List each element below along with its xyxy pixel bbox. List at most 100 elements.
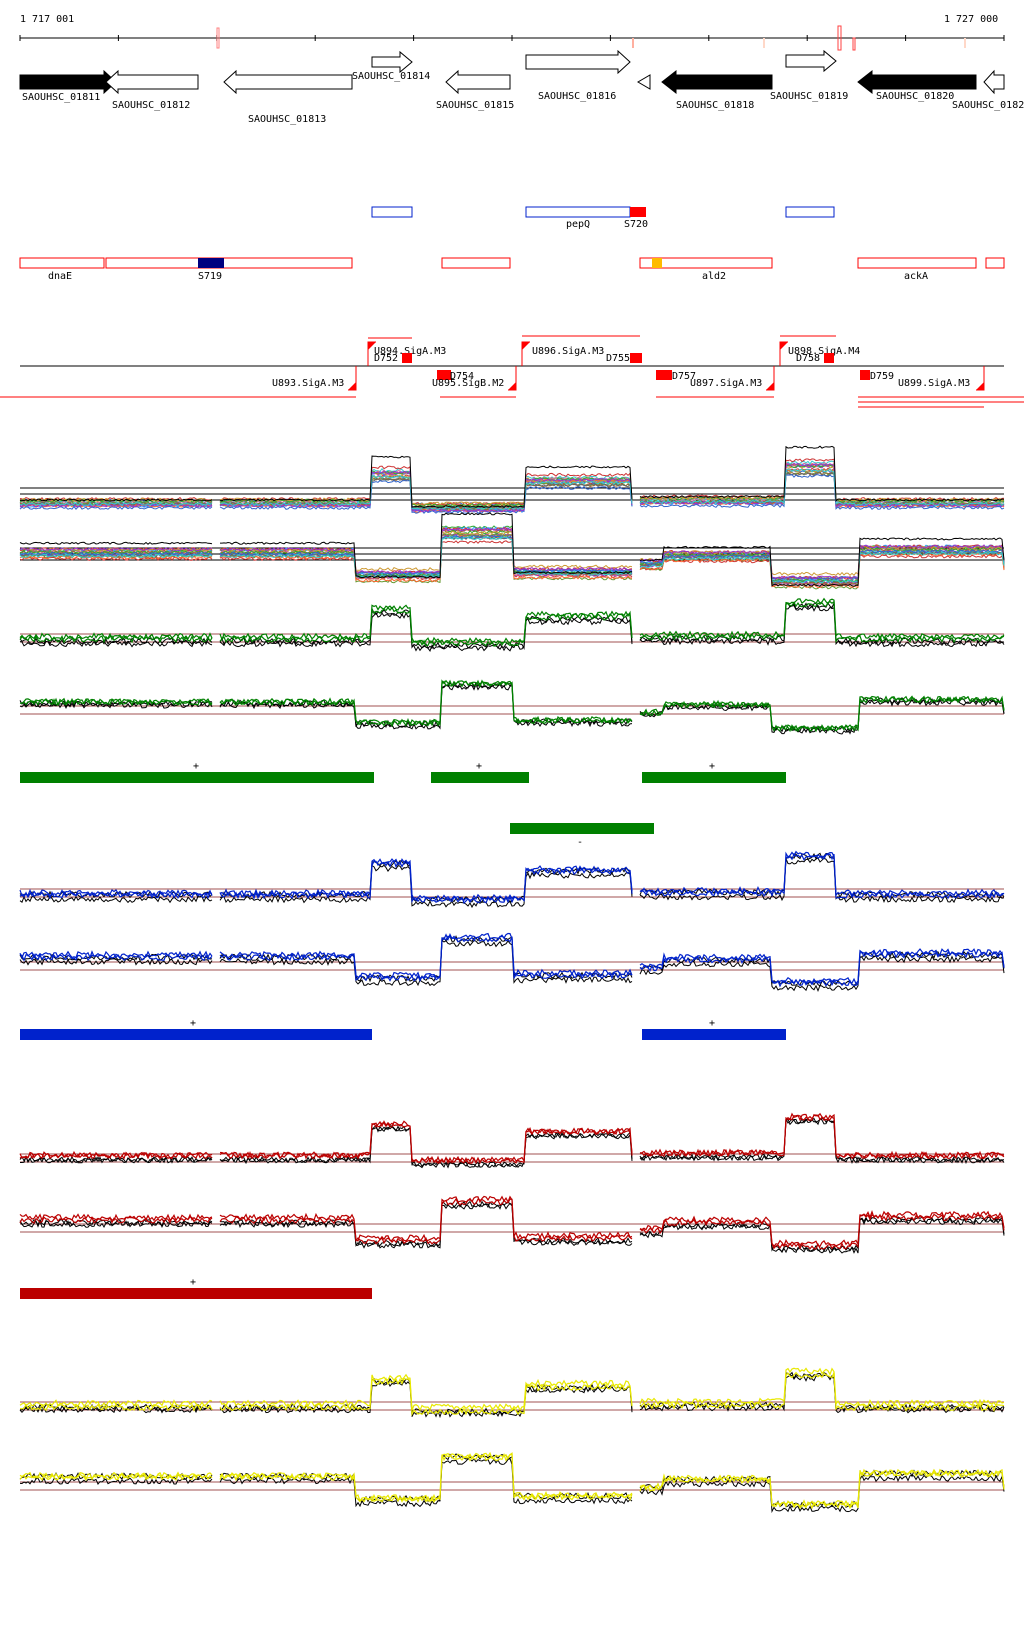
gene-label: SAOUHSC_01818 — [676, 100, 754, 111]
promoter-label: U898.SigA.M4 — [788, 346, 860, 357]
minus-feature-track: dnaE S719 ald2 ackA — [19, 257, 1005, 282]
segment-bar-green[interactable] — [510, 823, 654, 834]
gene-label: SAOUHSC_01815 — [436, 100, 514, 111]
promoter-label: U895.SigB.M2 — [432, 378, 504, 389]
promoter-marker[interactable] — [437, 370, 451, 380]
segment-bar-red[interactable] — [20, 1288, 372, 1299]
condition-track-green — [19, 679, 1005, 735]
segment-bar-green[interactable] — [431, 772, 529, 783]
gene-arrow[interactable]: SAOUHSC_0182 — [952, 69, 1024, 111]
segment-strand-label: + — [190, 1018, 196, 1029]
condition-track-red — [19, 1112, 1005, 1169]
gene-label: SAOUHSC_01820 — [876, 91, 954, 102]
segment-bar-green[interactable] — [20, 772, 374, 783]
segment-strand-label: - — [577, 837, 583, 848]
gene-arrow[interactable]: SAOUHSC_01820 — [857, 69, 977, 102]
segment-strand-label: + — [709, 761, 715, 772]
ruler-highlight — [763, 38, 765, 48]
ruler-start-label: 1 717 001 — [20, 14, 74, 25]
gene-label: SAOUHSC_01819 — [770, 91, 848, 102]
ruler-highlight — [964, 38, 966, 48]
segment-strand-label: + — [476, 761, 482, 772]
promoter-label: U894.SigA.M3 — [374, 346, 446, 357]
segment-strand-label: + — [193, 761, 199, 772]
feature-box[interactable] — [371, 206, 413, 218]
feature-box[interactable] — [857, 257, 977, 269]
promoter-label: U897.SigA.M3 — [690, 378, 762, 389]
promoter-label: D755 — [606, 353, 630, 364]
ruler-highlight — [216, 27, 220, 49]
condition-track-blue — [19, 850, 1005, 909]
feature-box[interactable] — [985, 257, 1005, 269]
promoter-label: D759 — [870, 371, 894, 382]
condition-track-blue — [19, 932, 1005, 993]
feature-marker[interactable] — [630, 207, 646, 217]
multi-line-track — [19, 512, 1005, 590]
multi-line-track — [19, 445, 1005, 514]
condition-track-yellow — [19, 1451, 1005, 1514]
segment-bars: + + + - + + + — [20, 761, 786, 1299]
ruler-ticks — [19, 35, 1005, 41]
coordinate-ruler: 1 717 001 1 727 000 — [19, 14, 1005, 51]
feature-label: S719 — [198, 271, 222, 282]
feature-label: ald2 — [702, 271, 726, 282]
gene-label: SAOUHSC_01811 — [22, 92, 100, 103]
segment-strand-label: + — [709, 1018, 715, 1029]
promoter-marker[interactable] — [824, 353, 834, 363]
promoter-label: D752 — [374, 353, 398, 364]
ruler-highlight — [632, 38, 634, 48]
promoter-label: D758 — [796, 353, 820, 364]
gene-label: SAOUHSC_01816 — [538, 91, 616, 102]
feature-marker[interactable] — [652, 258, 662, 268]
promoter-label: D757 — [672, 371, 696, 382]
ruler-highlight — [852, 37, 856, 51]
expression-multi-tracks — [19, 445, 1005, 590]
gene-arrow[interactable]: SAOUHSC_01812 — [105, 69, 199, 111]
promoter-marker[interactable] — [402, 353, 412, 363]
gene-arrow[interactable]: SAOUHSC_01813 — [223, 69, 353, 125]
gene-arrow[interactable]: SAOUHSC_01819 — [770, 49, 848, 102]
gene-label: SAOUHSC_01812 — [112, 100, 190, 111]
gene-label: SAOUHSC_01813 — [248, 114, 326, 125]
promoter-marker[interactable] — [656, 370, 672, 380]
feature-label: pepQ — [566, 219, 590, 230]
segment-bar-blue[interactable] — [20, 1029, 372, 1040]
feature-label: dnaE — [48, 271, 72, 282]
gene-label: SAOUHSC_01814 — [352, 71, 430, 82]
srna-marker[interactable] — [198, 258, 224, 268]
gene-fragment-arrow[interactable] — [637, 74, 651, 90]
promoter-marker[interactable] — [630, 353, 642, 363]
condition-track-green — [19, 597, 1005, 652]
feature-box[interactable] — [525, 206, 631, 218]
gene-arrow[interactable]: SAOUHSC_01815 — [436, 69, 514, 111]
promoter-marker[interactable] — [860, 370, 870, 380]
promoter-label: U896.SigA.M3 — [532, 346, 604, 357]
promoter-track: U894.SigA.M3 D752 U896.SigA.M3 D755 U898… — [0, 335, 1024, 408]
condition-track-red — [19, 1195, 1005, 1254]
plus-feature-track: pepQ S720 — [371, 206, 835, 230]
feature-label: ackA — [904, 271, 928, 282]
feature-box[interactable] — [105, 257, 353, 269]
feature-box[interactable] — [441, 257, 511, 269]
gene-arrow[interactable]: SAOUHSC_01818 — [661, 69, 773, 111]
segment-bar-green[interactable] — [642, 772, 786, 783]
segment-strand-label: + — [190, 1277, 196, 1288]
ruler-highlight — [837, 25, 842, 51]
gene-arrow[interactable]: SAOUHSC_01816 — [525, 49, 631, 102]
segment-bar-blue[interactable] — [642, 1029, 786, 1040]
feature-box[interactable] — [19, 257, 105, 269]
promoter-label: U899.SigA.M3 — [898, 378, 970, 389]
ruler-end-label: 1 727 000 — [944, 14, 998, 25]
condition-track-yellow — [19, 1367, 1005, 1419]
feature-box[interactable] — [785, 206, 835, 218]
gene-arrow[interactable]: SAOUHSC_01811 — [19, 69, 117, 103]
promoter-label: D754 — [450, 371, 474, 382]
gene-label: SAOUHSC_0182 — [952, 100, 1024, 111]
feature-label: S720 — [624, 219, 648, 230]
promoter-label: U893.SigA.M3 — [272, 378, 344, 389]
feature-box[interactable] — [639, 257, 773, 269]
gene-arrow[interactable]: SAOUHSC_01814 — [352, 50, 430, 82]
gene-track: SAOUHSC_01811 SAOUHSC_01812 SAOUHSC_0181… — [19, 49, 1024, 125]
condition-expression-tracks — [19, 597, 1005, 1514]
